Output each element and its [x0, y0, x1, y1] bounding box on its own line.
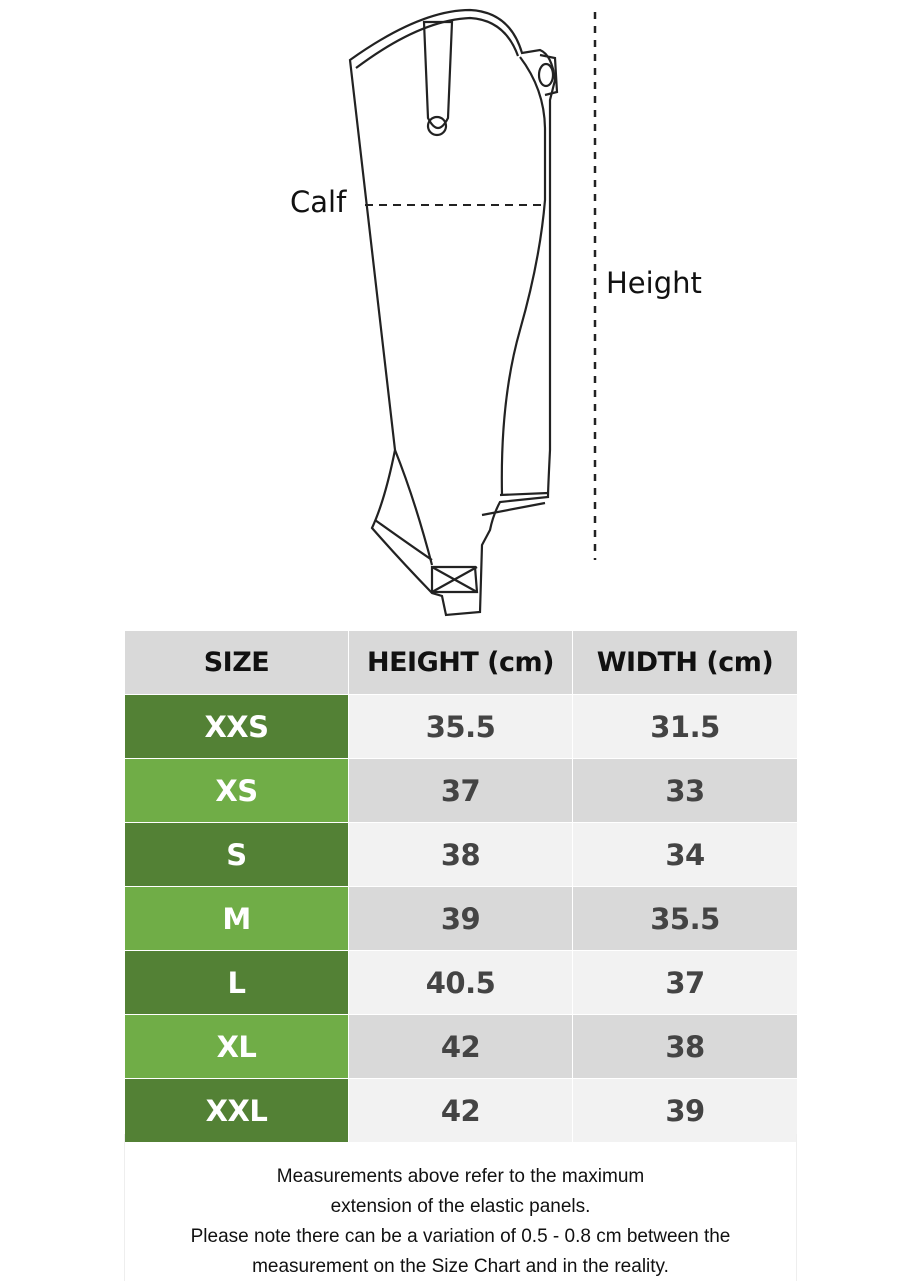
size-cell: XL	[124, 1014, 349, 1079]
table-header-row: SIZE HEIGHT (cm) WIDTH (cm)	[124, 630, 798, 695]
height-cell: 39	[348, 886, 573, 951]
width-cell: 39	[572, 1078, 798, 1143]
header-width: WIDTH (cm)	[572, 630, 798, 695]
table-row: XXS 35.5 31.5	[124, 694, 798, 759]
size-cell: S	[124, 822, 349, 887]
width-cell: 34	[572, 822, 798, 887]
size-cell: XS	[124, 758, 349, 823]
measurement-note: Measurements above refer to the maximum …	[124, 1134, 797, 1281]
header-size: SIZE	[124, 630, 349, 695]
note-line: measurement on the Size Chart and in the…	[252, 1256, 669, 1277]
height-cell: 42	[348, 1014, 573, 1079]
height-cell: 35.5	[348, 694, 573, 759]
table-row: XS 37 33	[124, 758, 798, 823]
size-cell: XXS	[124, 694, 349, 759]
note-line: Please note there can be a variation of …	[190, 1226, 731, 1247]
calf-label: Calf	[290, 185, 347, 219]
height-cell: 42	[348, 1078, 573, 1143]
table-row: XXL 42 39	[124, 1078, 798, 1143]
width-cell: 35.5	[572, 886, 798, 951]
half-chap-illustration	[348, 8, 597, 617]
half-chap-outline	[348, 8, 559, 617]
height-cell: 40.5	[348, 950, 573, 1015]
height-label: Height	[606, 266, 702, 300]
table-row: XL 42 38	[124, 1014, 798, 1079]
size-chart-table: SIZE HEIGHT (cm) WIDTH (cm) XXS 35.5 31.…	[124, 630, 798, 1143]
size-cell: XXL	[124, 1078, 349, 1143]
note-line: extension of the elastic panels.	[330, 1196, 591, 1217]
size-cell: M	[124, 886, 349, 951]
table-row: S 38 34	[124, 822, 798, 887]
width-cell: 31.5	[572, 694, 798, 759]
width-cell: 37	[572, 950, 798, 1015]
table-row: M 39 35.5	[124, 886, 798, 951]
width-cell: 33	[572, 758, 798, 823]
size-cell: L	[124, 950, 349, 1015]
table-row: L 40.5 37	[124, 950, 798, 1015]
note-line: Measurements above refer to the maximum	[276, 1166, 645, 1187]
width-cell: 38	[572, 1014, 798, 1079]
header-height: HEIGHT (cm)	[348, 630, 573, 695]
height-cell: 38	[348, 822, 573, 887]
height-cell: 37	[348, 758, 573, 823]
